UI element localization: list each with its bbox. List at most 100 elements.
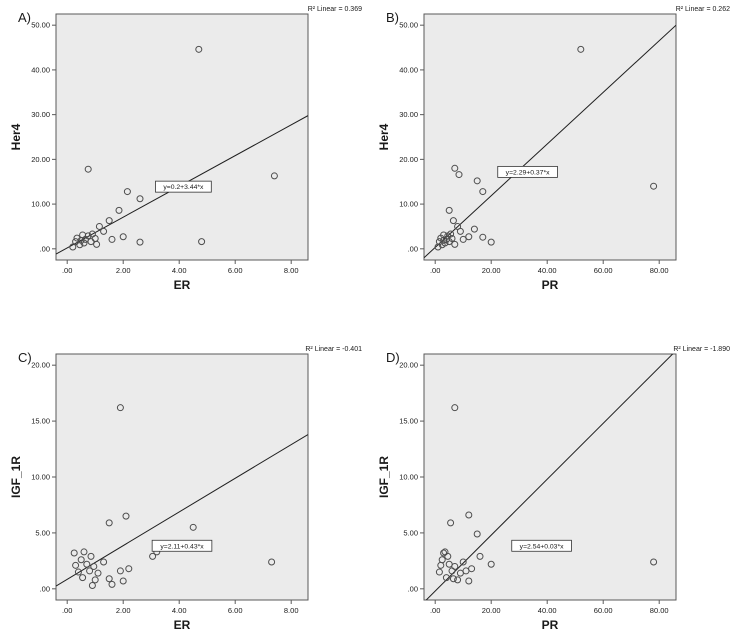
x-tick-label: 4.00: [172, 606, 187, 615]
equation-box: [497, 165, 558, 178]
y-tick-label: .00: [40, 244, 50, 253]
data-point: [451, 404, 459, 412]
data-point: [100, 227, 108, 235]
data-point: [105, 519, 113, 527]
data-point: [119, 577, 127, 585]
y-tick-label: 30.00: [31, 110, 50, 119]
panel-label: B): [386, 10, 399, 25]
data-point: [449, 575, 457, 583]
data-point: [479, 233, 487, 241]
data-point: [577, 45, 585, 53]
x-tick-label: 20.00: [482, 266, 501, 275]
data-point: [73, 234, 81, 242]
y-tick-label: 50.00: [31, 21, 50, 30]
data-point: [69, 243, 77, 251]
x-axis-label: ER: [174, 278, 191, 292]
data-point: [650, 558, 658, 566]
x-tick-label: 8.00: [284, 606, 299, 615]
data-point: [459, 235, 467, 243]
x-tick-label: 40.00: [538, 606, 557, 615]
x-tick-label: 2.00: [116, 606, 131, 615]
data-point: [487, 238, 495, 246]
panel-b: B) R² Linear = 0.262 .00 20.00 40.00 60.00 80.…: [374, 0, 736, 302]
r-squared-label: R² Linear = 0.262: [676, 6, 730, 13]
plot-area: [55, 353, 309, 601]
regression-line: [424, 24, 676, 259]
equation-label: y=2.29+0.37*x: [506, 169, 550, 176]
data-point: [459, 558, 467, 566]
data-point: [116, 567, 124, 575]
data-point: [108, 580, 116, 588]
y-axis-label: IGF_1R: [377, 456, 391, 498]
data-point: [136, 195, 144, 203]
data-point: [79, 574, 87, 582]
equation-box: [511, 539, 572, 552]
x-tick-label: 80.00: [650, 266, 669, 275]
data-point: [87, 552, 95, 560]
data-point: [94, 569, 102, 577]
data-point: [451, 562, 459, 570]
data-point: [70, 549, 78, 557]
y-tick-label: 20.00: [31, 361, 50, 370]
data-point: [93, 240, 101, 248]
x-tick-label: 8.00: [284, 266, 299, 275]
x-tick-label: 4.00: [172, 266, 187, 275]
y-tick-label: .00: [408, 244, 418, 253]
y-tick-label: 40.00: [399, 65, 418, 74]
data-point: [448, 235, 456, 243]
y-tick-label: 10.00: [31, 473, 50, 482]
panel-label: A): [18, 10, 31, 25]
data-point: [105, 217, 113, 225]
x-tick-label: 6.00: [228, 606, 243, 615]
scatter-chart-her4-vs-er: A) R² Linear = 0.369 .00 2.00 4.00 6.00 8.00 .0…: [9, 6, 362, 292]
x-tick-label: .00: [430, 266, 440, 275]
data-point: [86, 567, 94, 575]
equation-label: y=0.2+3.44*x: [163, 184, 204, 191]
data-point: [90, 562, 98, 570]
y-tick-label: 50.00: [399, 21, 418, 30]
y-axis-label: IGF_1R: [9, 456, 23, 498]
data-point: [270, 172, 278, 180]
data-point: [84, 165, 92, 173]
data-point: [465, 577, 473, 585]
data-point: [195, 45, 203, 53]
data-point: [479, 188, 487, 196]
data-point: [447, 519, 455, 527]
y-tick-label: 10.00: [31, 200, 50, 209]
data-point: [108, 235, 116, 243]
y-tick-label: 10.00: [399, 473, 418, 482]
panel-a: A) R² Linear = 0.369 .00 2.00 4.00 6.00 8.00 .0…: [6, 0, 368, 302]
r-squared-label: R² Linear = -0.401: [305, 346, 362, 353]
data-point: [91, 576, 99, 584]
y-tick-label: 20.00: [31, 155, 50, 164]
data-point: [487, 560, 495, 568]
data-point: [451, 240, 459, 248]
equation-box: [151, 539, 213, 552]
x-axis-label: PR: [542, 278, 559, 292]
x-tick-label: 60.00: [594, 266, 613, 275]
panel-label: D): [386, 350, 400, 365]
x-tick-label: .00: [430, 606, 440, 615]
data-point: [447, 230, 455, 238]
data-point: [442, 574, 450, 582]
data-point: [445, 206, 453, 214]
data-point: [435, 568, 443, 576]
data-point: [149, 552, 157, 560]
data-point: [444, 552, 452, 560]
regression-line: [56, 434, 308, 587]
x-tick-label: 60.00: [594, 606, 613, 615]
x-tick-label: 20.00: [482, 606, 501, 615]
data-point: [119, 233, 127, 241]
data-point: [473, 530, 481, 538]
equation-label: y=2.54+0.03*x: [520, 543, 564, 550]
panel-c: C) R² Linear = -0.401 .00 2.00 4.00 6.00 8.00.…: [6, 340, 368, 642]
r-squared-label: R² Linear = 0.369: [308, 6, 362, 13]
x-tick-label: .00: [62, 266, 72, 275]
y-tick-label: 15.00: [399, 417, 418, 426]
data-point: [476, 552, 484, 560]
data-point: [80, 239, 88, 247]
data-point: [105, 575, 113, 583]
r-squared-label: R² Linear = -1.890: [673, 346, 730, 353]
data-point: [473, 177, 481, 185]
